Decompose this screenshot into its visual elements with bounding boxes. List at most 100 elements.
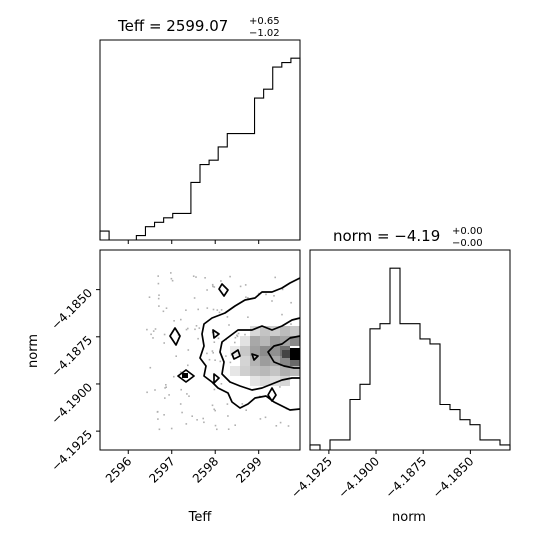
scatter-point	[195, 325, 198, 327]
density-cell	[290, 366, 300, 376]
scatter-point	[214, 359, 216, 361]
scatter-point	[157, 275, 159, 277]
contour-lines	[169, 277, 301, 411]
density-cell	[270, 356, 280, 366]
scatter-point	[211, 350, 214, 352]
scatter-point	[180, 388, 182, 391]
scatter-point	[206, 352, 208, 355]
density-cell	[280, 366, 290, 376]
contour-frame	[99, 249, 301, 451]
scatter-point	[287, 425, 290, 427]
scatter-point	[212, 308, 215, 311]
scatter-point	[259, 418, 262, 420]
contour-inner-core-left	[251, 353, 259, 361]
teff-title: Teff = 2599.07	[117, 17, 228, 35]
scatter-point	[279, 386, 281, 388]
scatter-point	[247, 297, 249, 299]
scatter-point	[187, 327, 189, 330]
scatter-point	[290, 301, 292, 304]
teff-histogram-frame	[99, 39, 301, 241]
scatter-point	[213, 388, 216, 391]
norm-hist-tick-label: −4.1925	[288, 454, 335, 501]
scatter-point	[168, 394, 170, 396]
density-cell	[270, 376, 280, 386]
scatter-point	[186, 393, 188, 395]
contour-core	[290, 348, 300, 360]
scatter-point	[194, 328, 196, 331]
scatter-point	[229, 361, 232, 364]
scatter-point	[162, 310, 165, 313]
teff-xlabel: Teff	[188, 510, 213, 525]
scatter-point	[204, 277, 206, 279]
scatter-point	[281, 313, 283, 316]
scatter-point	[146, 391, 148, 394]
contour-island-small-1	[212, 329, 220, 339]
density-cell	[290, 356, 300, 366]
scatter-point	[203, 421, 205, 424]
teff-tick-label: 2598	[190, 454, 221, 485]
density-cell	[240, 336, 250, 346]
norm-hist-tick-label: −4.1900	[335, 454, 382, 501]
contour-island-fill	[182, 373, 188, 378]
density-cell	[280, 356, 290, 366]
scatter-point	[213, 341, 216, 343]
scatter-point	[170, 277, 173, 280]
scatter-point	[196, 419, 198, 421]
scatter-point	[213, 408, 215, 411]
norm-tick-label: −4.1850	[48, 286, 95, 333]
scatter-point	[273, 295, 275, 297]
scatter-point	[149, 366, 152, 369]
scatter-point	[217, 337, 220, 340]
density-cell	[260, 356, 270, 366]
density-cell	[250, 336, 260, 346]
scatter-point	[247, 316, 249, 318]
scatter-point	[192, 275, 195, 277]
scatter-point	[170, 272, 172, 274]
scatter-point	[237, 332, 240, 335]
norm-histogram-ticks: −4.1925 −4.1900 −4.1875 −4.1850	[288, 450, 476, 501]
scatter-point	[173, 375, 175, 378]
scatter-point	[154, 389, 156, 391]
scatter-point	[171, 279, 174, 282]
density-cell	[260, 336, 270, 346]
scatter-point	[216, 309, 219, 311]
norm-title: norm = −4.19	[333, 227, 440, 245]
norm-tick-label: −4.1925	[48, 427, 95, 474]
norm-title-sub: −0.00	[452, 238, 483, 249]
contour-core-marks	[182, 348, 300, 378]
scatter-point	[157, 282, 160, 285]
teff-title-sup: +0.65	[249, 16, 280, 27]
contour-island-low-left	[177, 369, 195, 383]
teff-histogram-steps	[99, 57, 301, 241]
scatter-point	[158, 294, 160, 296]
scatter-point	[191, 415, 193, 417]
density-cell	[250, 366, 260, 376]
contour-panel: 2596 2597 2598 2599 −4.1850−4.1875−4.1900−4…	[26, 249, 301, 525]
density-cell	[270, 326, 280, 336]
contour-island-bottom	[267, 387, 277, 402]
scatter-point	[228, 324, 230, 326]
scatter-point	[214, 424, 217, 427]
scatter-point	[219, 360, 222, 363]
scatter-point	[206, 289, 208, 291]
norm-hist-tick-label: −4.1850	[430, 454, 477, 501]
density-cell	[290, 326, 300, 336]
scatter-point	[281, 288, 284, 291]
scatter-point	[234, 336, 237, 339]
contour-island-upper	[218, 283, 229, 297]
scatter-point	[245, 409, 247, 411]
contour-island-small-2	[231, 349, 241, 360]
scatter-point	[146, 328, 148, 331]
scatter-point	[206, 307, 209, 309]
contour-y-ticks: −4.1850−4.1875−4.1900−4.1925	[48, 286, 100, 474]
norm-title-sup: +0.00	[452, 226, 483, 237]
scatter-point	[275, 425, 278, 427]
scatter-point	[148, 296, 151, 298]
scatter-point	[236, 335, 239, 338]
scatter-point	[158, 428, 161, 431]
norm-tick-label: −4.1875	[48, 333, 95, 380]
scatter-point	[197, 337, 199, 340]
scatter-point	[197, 308, 199, 311]
scatter-point	[185, 309, 187, 311]
